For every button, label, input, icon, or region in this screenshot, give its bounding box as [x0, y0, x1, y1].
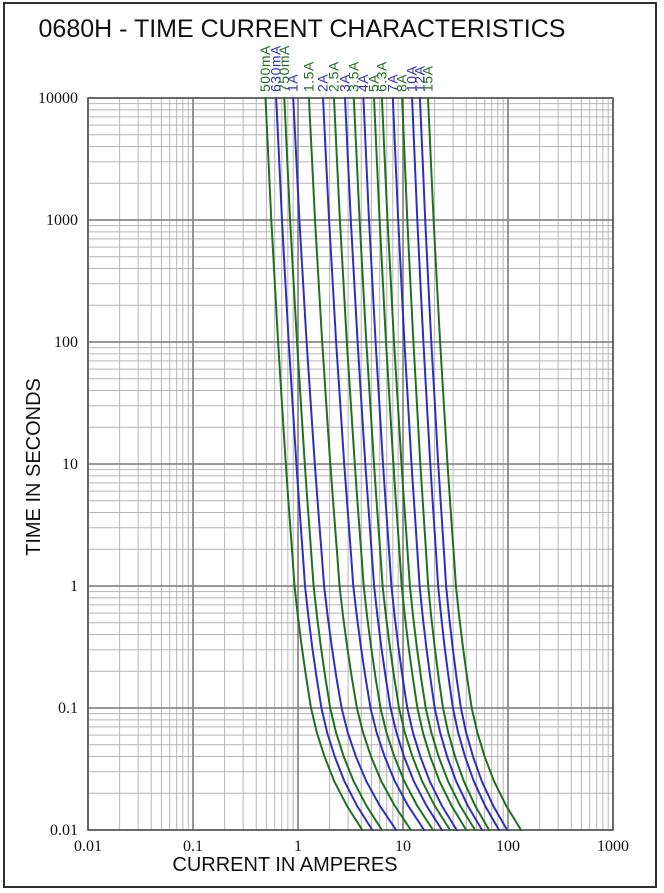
axis-tick-labels: 0.01 0.1 1 10 100 1000 10000 1000 100 10 1 0.1 0.01 [38, 90, 629, 855]
curve-label-3.5A: 3.5A [345, 61, 361, 92]
curve-label-500mA: 500mA [257, 45, 273, 92]
curve-label-6.3A: 6.3A [373, 61, 389, 92]
plot-frame [87, 97, 614, 831]
curve-1A [292, 97, 398, 831]
curve-8A [401, 97, 491, 831]
curve-label-5A: 5A [366, 74, 382, 92]
curve-4A [362, 97, 458, 831]
curve-10A [411, 97, 500, 831]
curve-label-15A: 15A [420, 65, 436, 92]
curve-label-12A: 12A [411, 65, 427, 92]
curve-500mA [264, 97, 364, 831]
curve-label-1A: 1A [285, 74, 301, 92]
curve-750mA [283, 97, 383, 831]
curve-label-3A: 3A [337, 74, 353, 92]
x-tick-0.1: 0.1 [183, 838, 203, 855]
curve-1.5A [307, 97, 412, 831]
curve-12A [418, 97, 509, 831]
curve-2.5A [333, 97, 434, 831]
x-tick-1: 1 [294, 838, 302, 855]
curve-label-750mA: 750mA [276, 45, 292, 92]
y-tick-1: 1 [70, 578, 78, 595]
curve-label-10A: 10A [404, 65, 420, 92]
y-tick-1000: 1000 [46, 212, 78, 229]
x-tick-100: 100 [496, 838, 520, 855]
curve-label-8A: 8A [394, 74, 410, 92]
y-tick-0.01: 0.01 [50, 822, 78, 839]
curve-2A [322, 97, 426, 831]
curve-label-2A: 2A [315, 74, 331, 92]
x-tick-10: 10 [395, 838, 411, 855]
x-tick-1000: 1000 [597, 838, 629, 855]
curve-3A [344, 97, 443, 831]
curve-15A [427, 97, 522, 831]
curve-label-4A: 4A [355, 74, 371, 92]
x-tick-0.01: 0.01 [74, 838, 102, 855]
curve-5A [373, 97, 468, 831]
y-tick-10000: 10000 [38, 90, 78, 107]
curve-3.5A [352, 97, 451, 831]
x-axis-title: CURRENT IN AMPERES [172, 854, 397, 876]
curve-label-7A: 7A [384, 74, 400, 92]
y-tick-0.1: 0.1 [58, 700, 78, 717]
curve-label-1.5A: 1.5A [300, 61, 316, 92]
curve-label-630mA: 630mA [268, 45, 284, 92]
fuse-curves [264, 97, 522, 831]
y-tick-10: 10 [62, 456, 78, 473]
curve-6.3A [380, 97, 476, 831]
curve-630mA [275, 97, 374, 831]
y-tick-100: 100 [54, 334, 78, 351]
curve-7A [391, 97, 483, 831]
chart-title: 0680H - TIME CURRENT CHARACTERISTICS [39, 15, 566, 43]
y-axis-title: TIME IN SECONDS [23, 378, 45, 556]
curve-label-2.5A: 2.5A [326, 61, 342, 92]
